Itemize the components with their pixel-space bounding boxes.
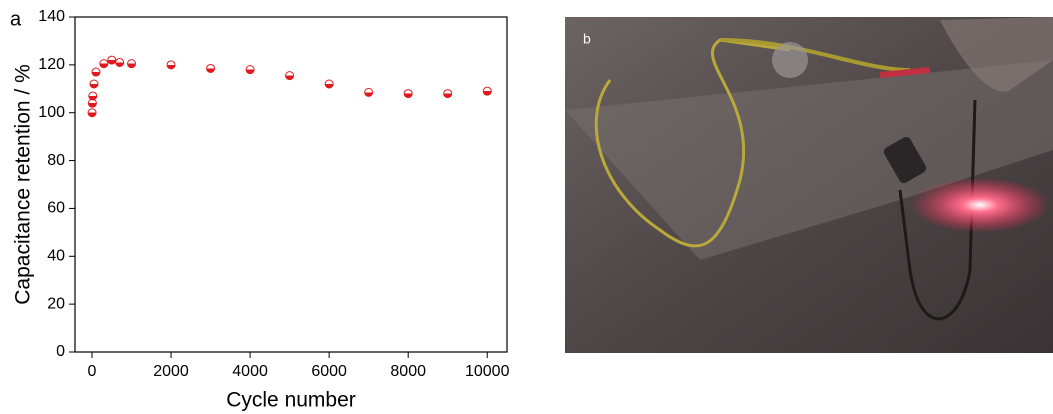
point	[403, 89, 413, 99]
point	[206, 63, 216, 73]
point	[107, 55, 117, 65]
point	[166, 60, 176, 70]
y-tick-label: 20	[47, 295, 65, 312]
point	[88, 91, 98, 101]
x-tick-label: 4000	[232, 363, 268, 380]
y-tick-label: 60	[47, 200, 65, 217]
plot-frame	[74, 16, 508, 353]
x-axis-label: Cycle number	[226, 389, 356, 412]
y-tick-label: 0	[56, 343, 65, 360]
point	[482, 86, 492, 96]
x-tick-label: 2000	[153, 363, 189, 380]
point	[99, 59, 109, 69]
panel-label: a	[10, 8, 22, 30]
y-tick-label: 100	[38, 104, 65, 121]
photo: b	[565, 17, 1053, 353]
y-tick-label: 140	[38, 8, 65, 25]
point	[443, 89, 453, 99]
point	[127, 59, 137, 69]
point	[285, 71, 295, 81]
point	[115, 57, 125, 67]
y-tick-label: 120	[38, 56, 65, 73]
x-tick-label: 8000	[390, 363, 426, 380]
x-tick-label: 10000	[465, 363, 510, 380]
y-tick-label: 40	[47, 248, 65, 265]
x-tick-label: 0	[88, 363, 97, 380]
point	[245, 65, 255, 75]
panel-label: b	[583, 31, 591, 47]
point	[364, 87, 374, 97]
point	[91, 67, 101, 77]
x-tick-label: 6000	[311, 363, 347, 380]
point	[89, 79, 99, 89]
point	[87, 108, 97, 118]
point	[324, 79, 334, 89]
y-tick-label: 80	[47, 152, 65, 169]
y-axis-label: Capacitance retention / %	[12, 64, 35, 304]
